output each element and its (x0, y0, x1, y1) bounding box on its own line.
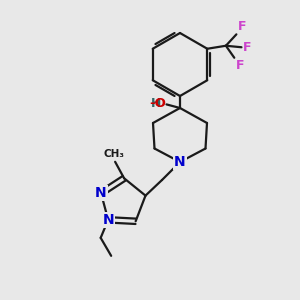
Text: -O: -O (150, 97, 166, 110)
Text: N: N (95, 186, 107, 200)
Text: F: F (243, 41, 251, 54)
Text: H: H (151, 97, 161, 110)
Text: N: N (102, 213, 114, 227)
Text: F: F (238, 20, 246, 33)
Text: CH₃: CH₃ (104, 149, 125, 159)
Text: F: F (236, 59, 244, 72)
Text: N: N (174, 155, 186, 169)
